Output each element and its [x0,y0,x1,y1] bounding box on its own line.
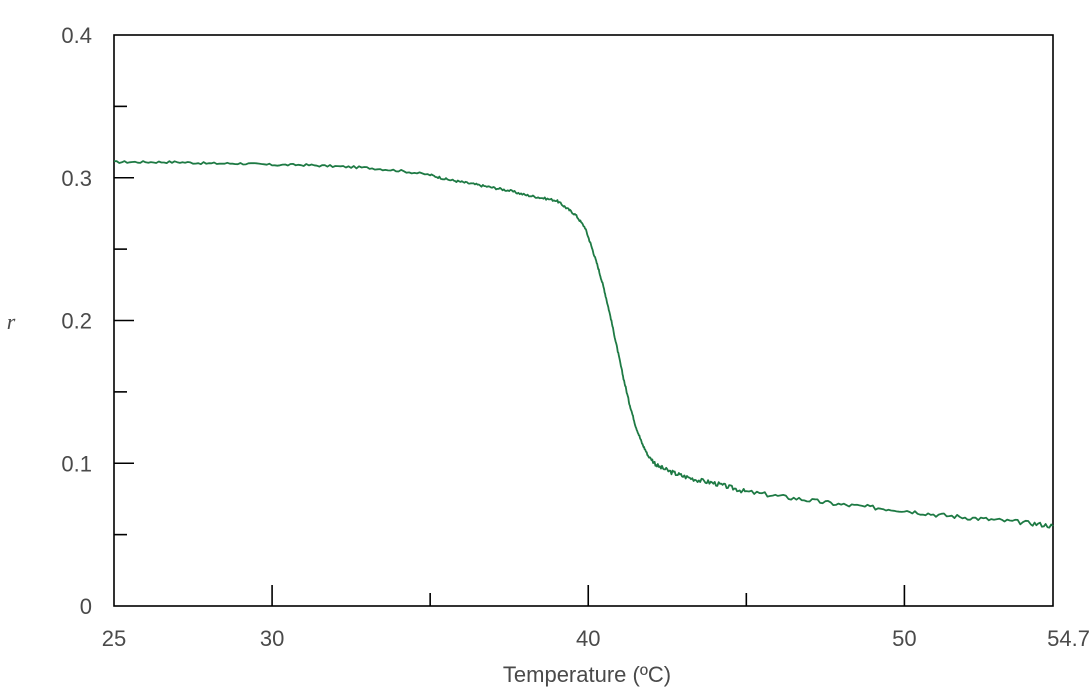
y-tick-label: 0.4 [61,23,92,48]
x-axis-title: Temperature (ºC) [503,662,671,687]
y-axis-title: r [7,309,16,334]
x-tick-label: 30 [260,626,284,651]
ticks [114,105,906,606]
y-tick-label: 0.3 [61,166,92,191]
y-tick-label: 0.2 [61,309,92,334]
tick-labels: 0 0.1 0.2 0.3 0.4 25 30 40 50 54.7 [61,23,1090,651]
plot-frame [113,34,1054,607]
x-tick-label: 40 [576,626,600,651]
x-tick-label: 25 [102,626,126,651]
series [113,160,1054,529]
axes [113,34,1054,607]
x-tick-label: 54.7 [1047,626,1090,651]
y-tick-label: 0.1 [61,451,92,476]
x-tick-label: 50 [892,626,916,651]
series-line [113,160,1054,529]
y-tick-label: 0 [80,594,92,619]
